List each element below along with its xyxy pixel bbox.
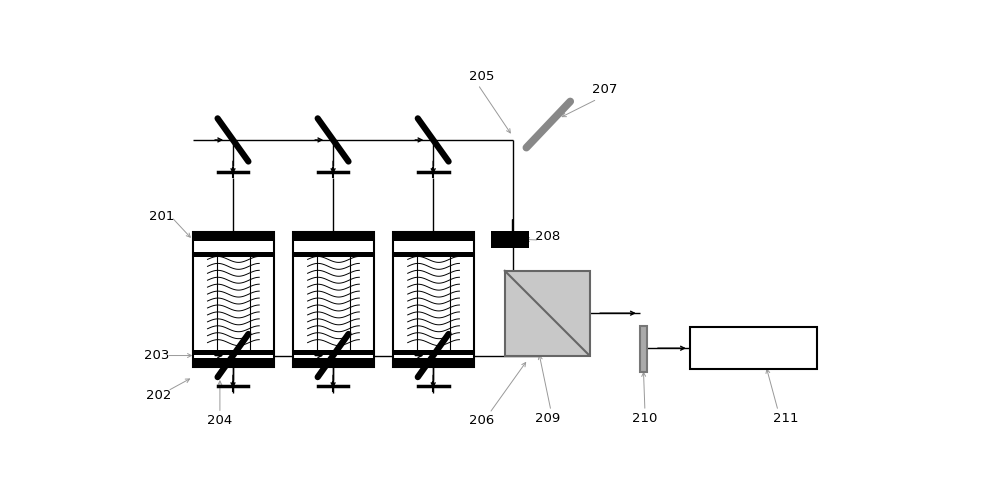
Bar xyxy=(393,232,474,367)
Text: 202: 202 xyxy=(146,389,171,402)
Text: 201: 201 xyxy=(149,210,175,224)
Bar xyxy=(293,358,374,367)
Text: 207: 207 xyxy=(592,84,618,96)
Bar xyxy=(505,271,590,356)
Bar xyxy=(293,232,374,241)
Bar xyxy=(293,232,374,367)
Bar xyxy=(193,232,274,367)
Text: 210: 210 xyxy=(632,412,658,425)
Text: 209: 209 xyxy=(535,412,560,425)
Bar xyxy=(193,252,274,257)
Text: 206: 206 xyxy=(469,415,494,428)
Bar xyxy=(293,252,374,257)
Text: 211: 211 xyxy=(773,412,799,425)
Bar xyxy=(640,326,647,372)
Text: 205: 205 xyxy=(469,70,494,83)
Bar xyxy=(393,358,474,367)
Bar xyxy=(393,252,474,257)
Bar xyxy=(393,232,474,241)
Bar xyxy=(690,327,817,369)
Bar xyxy=(491,231,529,248)
Bar xyxy=(293,350,374,355)
Bar xyxy=(193,358,274,367)
Text: 208: 208 xyxy=(535,230,560,243)
Bar xyxy=(193,232,274,241)
Text: 203: 203 xyxy=(144,349,169,362)
Bar xyxy=(193,350,274,355)
Text: 204: 204 xyxy=(207,415,233,428)
Bar xyxy=(393,350,474,355)
